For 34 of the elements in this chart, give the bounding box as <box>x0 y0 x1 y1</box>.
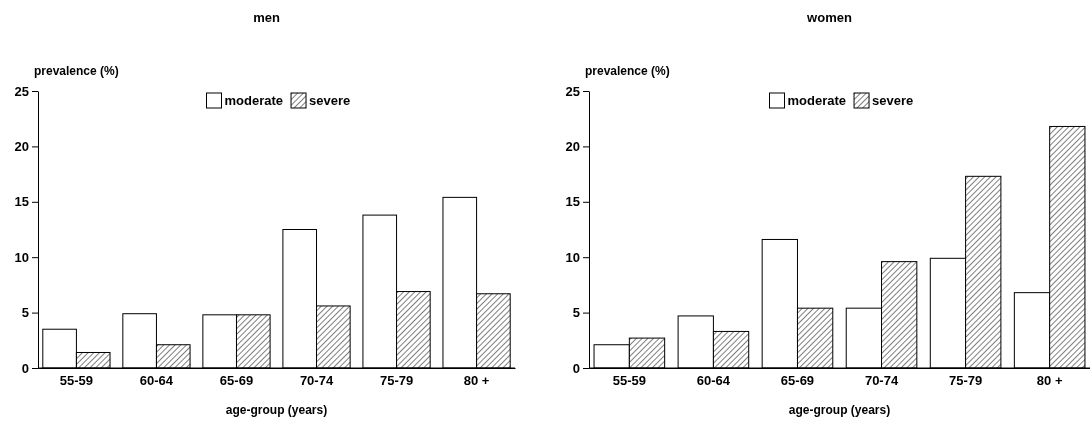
legend-label: severe <box>872 93 914 108</box>
y-axis-title: prevalence (%) <box>585 64 670 78</box>
y-axis-title: prevalence (%) <box>34 64 119 78</box>
chart-title: men <box>253 10 280 25</box>
chart-title: women <box>806 10 852 25</box>
y-tick-label: 0 <box>21 360 29 376</box>
x-tick-label: 65-69 <box>780 373 815 389</box>
y-tick-label: 15 <box>14 194 29 210</box>
y-tick-label: 10 <box>565 249 580 265</box>
x-tick-label: 65-69 <box>219 373 254 389</box>
x-tick-label: 70-74 <box>299 373 334 389</box>
y-tick-label: 25 <box>14 83 29 99</box>
x-tick-label: 55-59 <box>612 373 646 389</box>
x-tick-label: 70-74 <box>864 373 899 389</box>
x-axis-title: age-group (years) <box>788 403 891 417</box>
y-tick-label: 20 <box>14 139 29 155</box>
x-axis-title: age-group (years) <box>225 403 328 417</box>
y-tick-label: 25 <box>565 83 580 99</box>
y-tick-label: 20 <box>565 139 580 155</box>
y-tick-label: 5 <box>572 305 580 321</box>
x-tick-label: 60-64 <box>139 373 174 389</box>
x-tick-label: 55-59 <box>59 373 94 389</box>
x-tick-label: 75-79 <box>948 373 983 389</box>
x-tick-label: 60-64 <box>696 373 731 389</box>
x-tick-label: 80 + <box>463 373 490 389</box>
y-tick-label: 5 <box>21 305 29 321</box>
legend-label: moderate <box>787 93 847 108</box>
legend-label: moderate <box>224 93 284 108</box>
x-tick-label: 80 + <box>1036 373 1063 389</box>
y-tick-label: 15 <box>565 194 580 210</box>
x-tick-label: 75-79 <box>379 373 414 389</box>
y-tick-label: 0 <box>572 360 580 376</box>
legend-label: severe <box>309 93 351 108</box>
y-tick-label: 10 <box>14 249 29 265</box>
